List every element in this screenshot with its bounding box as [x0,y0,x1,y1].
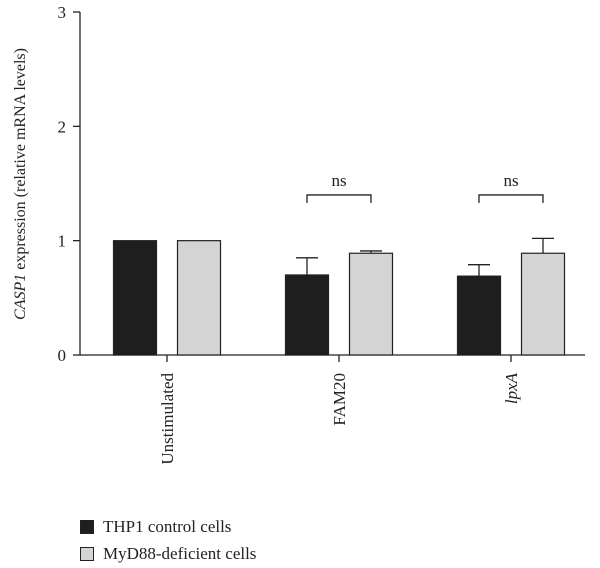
legend-item-myd88: MyD88-deficient cells [80,540,256,567]
significance-label: ns [503,171,518,190]
y-tick-label: 0 [58,346,67,365]
legend-label-control: THP1 control cells [103,516,232,536]
significance-bracket [478,194,544,203]
bar [284,274,330,356]
chart-annotations: ns ns [306,171,544,203]
y-axis-label: CASP1 expression (relative mRNA levels) [12,48,29,320]
bar [112,240,158,356]
bar [176,240,222,356]
y-tick-label: 3 [58,3,67,22]
bar-chart: 0 1 2 3 Unstimulated FAM20 lpxA ns ns CASP1 exp… [12,3,585,465]
x-tick-label: Unstimulated [158,373,177,465]
y-tick-label: 2 [58,117,67,136]
x-tick-label: FAM20 [330,373,349,426]
significance-bracket [306,194,372,203]
bar [520,252,566,356]
x-tick-label: lpxA [502,372,521,404]
legend-swatch-control [80,519,94,534]
significance-label: ns [331,171,346,190]
chart-axes: 0 1 2 3 Unstimulated FAM20 lpxA [58,3,585,465]
y-axis-label-gene: CASP1 [12,274,29,320]
y-axis-label-text: expression (relative mRNA levels) [12,48,29,274]
y-tick-label: 1 [58,232,67,251]
legend-item-control: THP1 control cells [80,513,256,540]
chart-bars [112,237,566,356]
legend: THP1 control cells MyD88-deficient cells [80,513,256,567]
bar [456,275,502,356]
bar [348,252,394,356]
legend-swatch-myd88 [80,546,94,561]
legend-label-myd88: MyD88-deficient cells [103,543,257,563]
